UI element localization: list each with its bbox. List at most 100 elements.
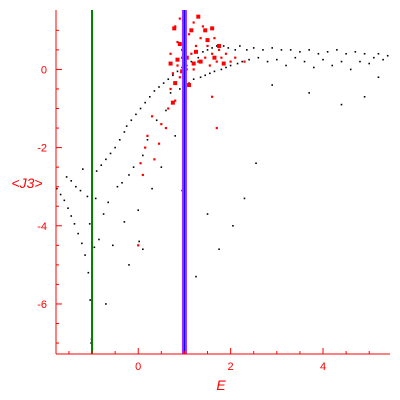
data-point: [236, 62, 239, 65]
data-point: [222, 45, 225, 47]
axes-layer: 0 -2 -4 -6 0 2 4: [37, 10, 390, 373]
data-point: [271, 84, 273, 86]
data-point: [148, 95, 151, 98]
data-point: [59, 193, 62, 196]
data-point: [191, 61, 196, 66]
data-point: [137, 244, 140, 247]
data-point: [169, 87, 172, 91]
data-point: [190, 52, 193, 55]
data-point: [174, 99, 177, 102]
data-point: [187, 83, 192, 88]
x-tick-label: 4: [320, 361, 326, 373]
data-point: [195, 275, 197, 278]
data-point: [285, 64, 287, 67]
data-point: [317, 52, 320, 55]
vertical-lines-layer: [91, 10, 187, 354]
data-point: [178, 17, 181, 20]
data-point: [217, 48, 221, 51]
data-point: [215, 126, 218, 130]
data-point: [308, 49, 310, 51]
data-point: [224, 52, 228, 55]
data-point: [363, 52, 366, 55]
data-point: [176, 64, 179, 67]
data-point: [349, 68, 352, 71]
data-point: [153, 158, 156, 161]
data-point: [172, 26, 177, 31]
data-point: [206, 49, 209, 51]
points-layer: [56, 13, 389, 344]
data-point: [151, 187, 153, 190]
data-point: [280, 49, 283, 51]
data-point: [179, 88, 181, 90]
data-point: [137, 209, 140, 211]
x-tick-label: 0: [135, 361, 141, 373]
data-point: [217, 43, 222, 48]
data-point: [175, 57, 180, 62]
data-point: [157, 142, 161, 145]
data-point: [70, 180, 73, 182]
data-point: [312, 66, 315, 69]
data-point: [178, 76, 181, 79]
data-point: [213, 70, 216, 73]
data-point: [88, 223, 91, 225]
data-point: [197, 56, 200, 59]
data-point: [87, 271, 90, 274]
data-point: [150, 115, 154, 118]
data-point: [77, 232, 79, 235]
data-point: [276, 58, 278, 61]
data-point: [160, 123, 163, 126]
data-point: [220, 56, 223, 59]
data-point: [243, 197, 246, 200]
data-point: [105, 158, 107, 161]
data-point: [167, 107, 170, 110]
data-point: [160, 166, 163, 168]
data-point: [170, 100, 175, 105]
series-1: [137, 13, 246, 247]
data-point: [208, 64, 211, 67]
data-point: [386, 54, 389, 57]
data-point: [213, 37, 216, 40]
data-point: [118, 138, 121, 141]
data-point: [79, 189, 82, 192]
data-point: [162, 82, 165, 84]
data-point: [63, 199, 66, 202]
data-point: [243, 60, 246, 63]
x-axis-label: E: [216, 377, 226, 393]
data-point: [56, 187, 58, 190]
data-point: [173, 81, 178, 86]
data-point: [204, 56, 207, 59]
data-point: [202, 51, 204, 53]
data-point: [201, 25, 204, 28]
data-point: [102, 213, 105, 215]
data-point: [142, 248, 144, 251]
data-point: [153, 90, 156, 92]
data-point: [289, 49, 292, 51]
data-point: [123, 131, 126, 133]
data-point: [215, 45, 218, 47]
data-point: [89, 299, 91, 301]
data-point: [215, 60, 218, 63]
data-point: [229, 60, 232, 63]
data-point: [169, 52, 172, 55]
data-point: [190, 60, 193, 63]
data-point: [112, 244, 114, 247]
y-tick-label: -6: [37, 299, 47, 311]
data-point: [245, 49, 248, 51]
data-point: [345, 52, 347, 55]
data-point: [377, 76, 380, 79]
data-point: [107, 201, 109, 204]
data-point: [144, 101, 146, 104]
data-point: [81, 242, 83, 245]
data-point: [177, 42, 182, 47]
x-tick-label: 2: [228, 361, 234, 373]
data-point: [164, 126, 168, 130]
data-point: [100, 164, 103, 166]
data-point: [227, 47, 230, 49]
data-point: [194, 44, 198, 48]
data-point: [146, 138, 149, 141]
data-point: [373, 56, 375, 59]
series-0: [56, 45, 389, 344]
data-point: [196, 14, 201, 19]
data-point: [299, 51, 301, 53]
